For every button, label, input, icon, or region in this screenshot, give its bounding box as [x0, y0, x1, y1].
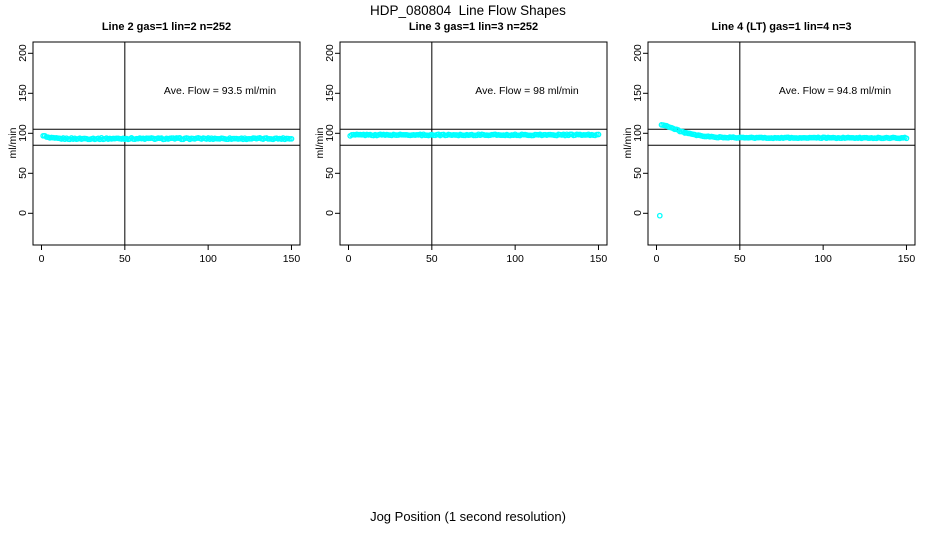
outlier-point — [656, 212, 663, 219]
y-tick-label-0: 0 — [17, 210, 29, 217]
y-tick-label-100: 100 — [324, 124, 336, 143]
panel-title-line-3: Line 3 gas=1 lin=3 n=252 — [408, 21, 539, 33]
x-tick-label-150: 150 — [897, 253, 916, 265]
ave-flow-annotation-line-2: Ave. Flow = 93.5 ml/min — [163, 85, 277, 97]
plot-box — [339, 41, 608, 246]
panel-2 — [643, 41, 916, 250]
y-tick-label-0: 0 — [324, 210, 336, 217]
y-tick-label-50: 50 — [17, 167, 29, 180]
panel-title-line-4: Line 4 (LT) gas=1 lin=4 n=3 — [711, 21, 852, 33]
x-tick-label-0: 0 — [345, 253, 352, 265]
main-title: HDP_080804 Line Flow Shapes — [370, 3, 566, 18]
y-tick-label-200: 200 — [324, 44, 336, 63]
y-tick-label-200: 200 — [632, 44, 644, 63]
data-points-panel-2 — [656, 122, 910, 219]
y-tick-label-100: 100 — [17, 124, 29, 143]
y-tick-label-100: 100 — [632, 124, 644, 143]
y-tick-label-150: 150 — [632, 84, 644, 103]
panel-0 — [28, 41, 301, 250]
plot-box — [32, 41, 301, 246]
y-tick-label-50: 50 — [324, 167, 336, 180]
x-tick-label-150: 150 — [282, 253, 301, 265]
data-points-panel-0 — [40, 132, 295, 143]
x-axis-title: Jog Position (1 second resolution) — [370, 509, 566, 524]
x-tick-label-100: 100 — [814, 253, 832, 265]
x-tick-label-50: 50 — [118, 253, 131, 265]
x-tick-label-100: 100 — [199, 253, 217, 265]
ave-flow-annotation-line-3: Ave. Flow = 98 ml/min — [475, 85, 579, 97]
x-tick-label-100: 100 — [506, 253, 524, 265]
panel-title-line-2: Line 2 gas=1 lin=2 n=252 — [101, 21, 232, 33]
plot-box — [647, 41, 916, 246]
x-tick-label-50: 50 — [425, 253, 438, 265]
panel-1 — [335, 41, 608, 250]
y-tick-label-50: 50 — [632, 167, 644, 180]
y-tick-label-200: 200 — [17, 44, 29, 63]
ave-flow-annotation-line-4: Ave. Flow = 94.8 ml/min — [778, 85, 892, 97]
x-tick-label-50: 50 — [733, 253, 746, 265]
y-tick-label-150: 150 — [324, 84, 336, 103]
x-tick-label-0: 0 — [653, 253, 660, 265]
y-tick-label-150: 150 — [17, 84, 29, 103]
data-points-panel-1 — [347, 131, 602, 139]
x-tick-label-0: 0 — [38, 253, 45, 265]
x-tick-label-150: 150 — [589, 253, 608, 265]
y-tick-label-0: 0 — [632, 210, 644, 217]
